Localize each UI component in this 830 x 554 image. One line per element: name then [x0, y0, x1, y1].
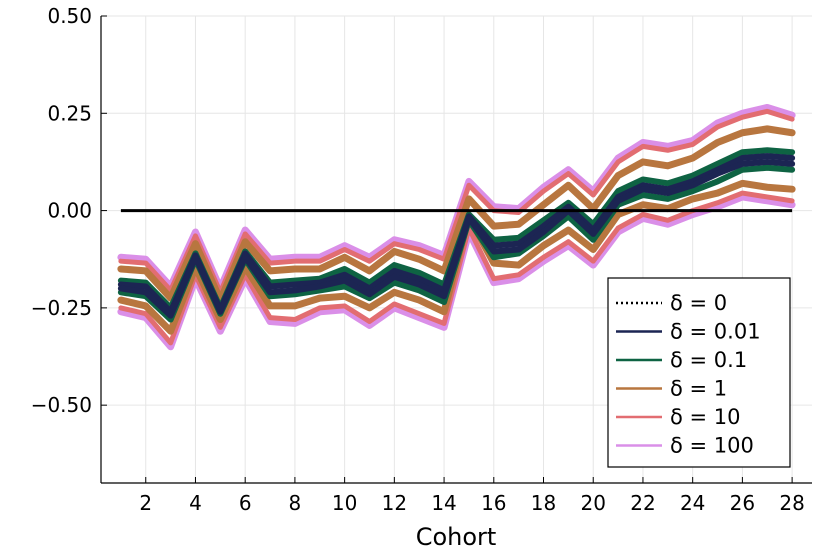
x-tick-label-18: 18 — [531, 491, 556, 515]
x-tick-label-16: 16 — [481, 491, 506, 515]
x-tick-label-22: 22 — [630, 491, 655, 515]
series-line-0.01-lower — [117, 158, 796, 319]
legend: δ = 0 δ = 0.01 δ = 0.1 δ = 1 δ = 10 δ = 100 — [607, 277, 791, 468]
series-group — [117, 103, 796, 351]
y-tick-label-1: −0.25 — [31, 296, 92, 320]
legend-label-2: δ = 0.1 — [670, 348, 747, 372]
legend-label-3: δ = 1 — [670, 377, 727, 401]
x-tick-label-2: 2 — [139, 491, 152, 515]
x-tick-label-4: 4 — [189, 491, 202, 515]
x-tick-label-26: 26 — [730, 491, 755, 515]
legend-label-0: δ = 0 — [670, 291, 727, 315]
x-ticks: 2 4 6 8 10 12 14 16 18 20 22 24 26 28 — [139, 477, 805, 515]
legend-label-5: δ = 100 — [670, 434, 754, 458]
x-tick-label-24: 24 — [680, 491, 705, 515]
y-tick-label-2: 0.00 — [47, 199, 92, 223]
x-tick-label-20: 20 — [581, 491, 606, 515]
x-tick-label-6: 6 — [239, 491, 252, 515]
x-tick-label-10: 10 — [332, 491, 357, 515]
x-tick-label-8: 8 — [289, 491, 302, 515]
x-tick-label-12: 12 — [382, 491, 407, 515]
y-tick-label-3: 0.25 — [47, 101, 92, 125]
x-tick-label-14: 14 — [431, 491, 456, 515]
y-ticks: −0.50 −0.25 0.00 0.25 0.50 — [31, 4, 107, 417]
legend-label-1: δ = 0.01 — [670, 320, 761, 344]
legend-label-4: δ = 10 — [670, 405, 741, 429]
x-axis-title: Cohort — [416, 523, 497, 551]
y-tick-label-0: −0.50 — [31, 393, 92, 417]
legend-box — [607, 277, 791, 468]
series-line-1-upper — [117, 125, 796, 304]
y-tick-label-4: 0.50 — [47, 4, 92, 28]
x-tick-label-28: 28 — [779, 491, 804, 515]
